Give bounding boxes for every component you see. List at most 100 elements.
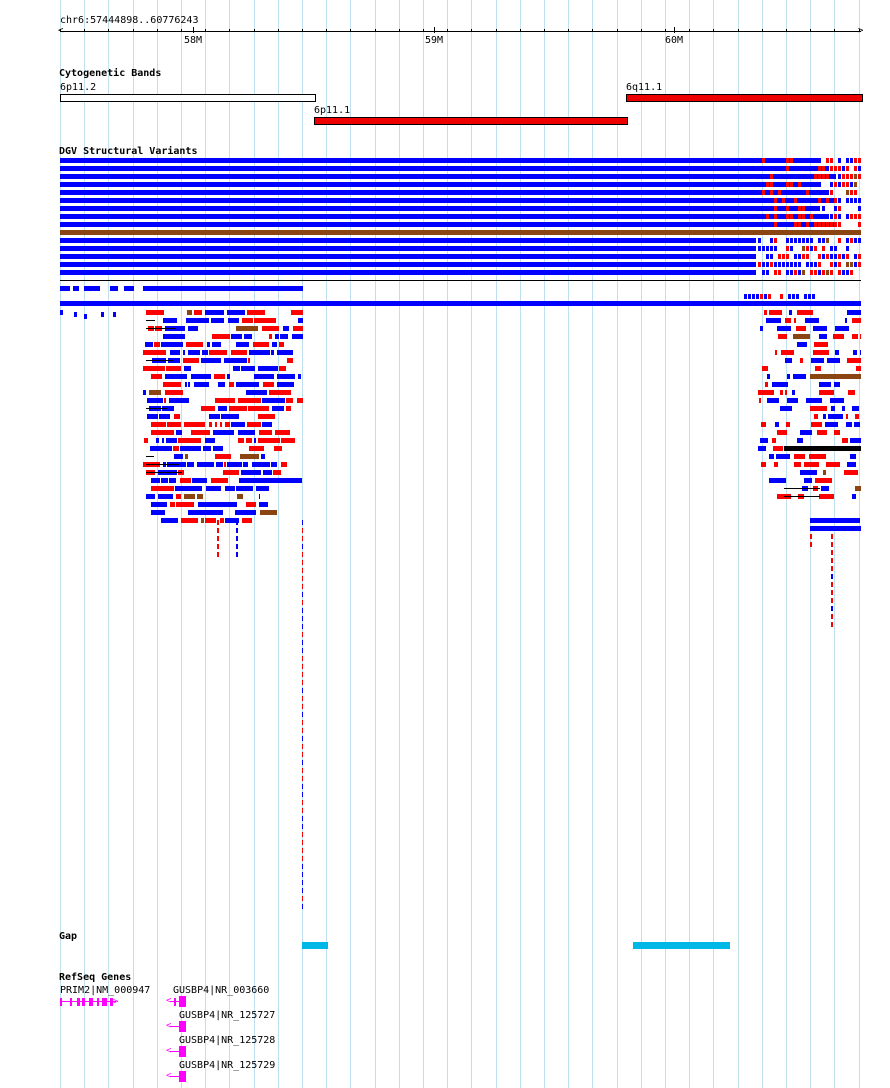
cytoband-6q11.1[interactable] (626, 94, 863, 102)
variant-bar (292, 334, 303, 339)
track-title-cytobands: Cytogenetic Bands (59, 68, 162, 79)
ruler-minor-tick (205, 29, 206, 32)
variant-bar (835, 350, 839, 355)
variant-bar (790, 222, 793, 227)
gap-feature[interactable] (302, 942, 328, 949)
variant-bar (302, 872, 303, 877)
variant-bar (263, 470, 272, 475)
variant-bar (777, 430, 787, 435)
variant-bar (184, 422, 205, 427)
exon (110, 998, 113, 1006)
gene-label[interactable]: GUSBP4|NR_125729 (179, 1060, 276, 1071)
variant-bar (858, 214, 861, 219)
variant-bar (188, 350, 200, 355)
variant-bar (259, 502, 268, 507)
variant-bar (770, 246, 773, 251)
variant-bar (842, 182, 845, 187)
variant-bar (810, 190, 813, 195)
cytoband-6p11.2[interactable] (60, 94, 316, 102)
variant-bar (831, 574, 833, 579)
variant-bar (810, 518, 860, 523)
variant-bar (819, 390, 834, 395)
gene-gusbp4[interactable]: < (166, 1071, 188, 1083)
variant-bar (786, 422, 790, 427)
variant-bar (249, 446, 264, 451)
variant-bar (854, 198, 857, 203)
variant-bar (786, 158, 789, 163)
variant-bar (786, 198, 789, 203)
variant-bar (302, 904, 303, 909)
variant-bar (150, 446, 172, 451)
variant-bar (151, 374, 162, 379)
variant-bar (811, 422, 822, 427)
gene-gusbp4[interactable]: < (166, 1046, 188, 1058)
variant-bar (794, 462, 801, 467)
variant-bar (806, 190, 809, 195)
variant-bar (191, 430, 210, 435)
variant-bar (302, 736, 303, 741)
gene-gusbp4[interactable]: < (166, 996, 188, 1008)
variant-bar (239, 478, 247, 483)
variant-bar (789, 310, 792, 315)
variant-bar (858, 198, 861, 203)
variant-bar (815, 478, 832, 483)
variant-bar (60, 254, 756, 259)
gap-feature[interactable] (633, 942, 730, 949)
ruler-minor-tick (834, 29, 835, 32)
intron-line (170, 1051, 186, 1052)
variant-bar (810, 270, 813, 275)
variant-bar (302, 672, 303, 677)
variant-bar (838, 262, 841, 267)
variant-bar (221, 414, 239, 419)
gene-gusbp4[interactable]: < (166, 1021, 188, 1033)
variant-link (146, 456, 154, 457)
variant-bar (248, 406, 269, 411)
track-title-refseq: RefSeq Genes (59, 972, 132, 983)
gridline (229, 0, 230, 1088)
variant-bar (302, 776, 303, 781)
variant-bar (835, 326, 849, 331)
variant-bar (164, 398, 166, 403)
variant-bar (302, 608, 303, 613)
variant-bar (169, 398, 189, 403)
variant-bar (254, 438, 256, 443)
variant-bar (165, 390, 183, 395)
variant-bar (283, 326, 289, 331)
variant-bar (838, 158, 841, 163)
cytoband-6p11.1[interactable] (314, 117, 628, 125)
gene-label[interactable]: GUSBP4|NR_125728 (179, 1035, 276, 1046)
ruler-arrow-left: < (58, 26, 64, 36)
variant-bar (846, 214, 849, 219)
variant-bar (766, 246, 769, 251)
variant-bar (834, 382, 840, 387)
variant-bar (822, 238, 825, 243)
variant-bar (60, 158, 820, 163)
variant-bar (778, 190, 781, 195)
variant-bar (767, 398, 779, 403)
variant-bar (842, 438, 848, 443)
variant-bar (850, 174, 853, 179)
variant-bar (224, 358, 247, 363)
variant-bar (786, 246, 789, 251)
variant-bar (858, 158, 861, 163)
variant-bar (804, 294, 807, 299)
variant-bar (782, 198, 785, 203)
variant-bar (227, 310, 245, 315)
variant-bar (854, 166, 857, 171)
gene-label[interactable]: GUSBP4|NR_125727 (179, 1010, 276, 1021)
variant-bar (287, 358, 293, 363)
variant-bar (158, 494, 173, 499)
variant-bar (302, 696, 303, 701)
variant-bar (788, 294, 791, 299)
gene-label[interactable]: GUSBP4|NR_003660 (173, 985, 270, 996)
variant-bar (769, 310, 782, 315)
variant-bar (302, 648, 303, 653)
gene-prim2[interactable]: > (60, 996, 118, 1008)
variant-bar (838, 214, 841, 219)
variant-bar (60, 238, 756, 243)
variant-bar (176, 494, 181, 499)
gene-label[interactable]: PRIM2|NM_000947 (60, 985, 151, 996)
variant-bar (810, 238, 813, 243)
variant-bar (176, 502, 194, 507)
variant-bar (794, 262, 797, 267)
